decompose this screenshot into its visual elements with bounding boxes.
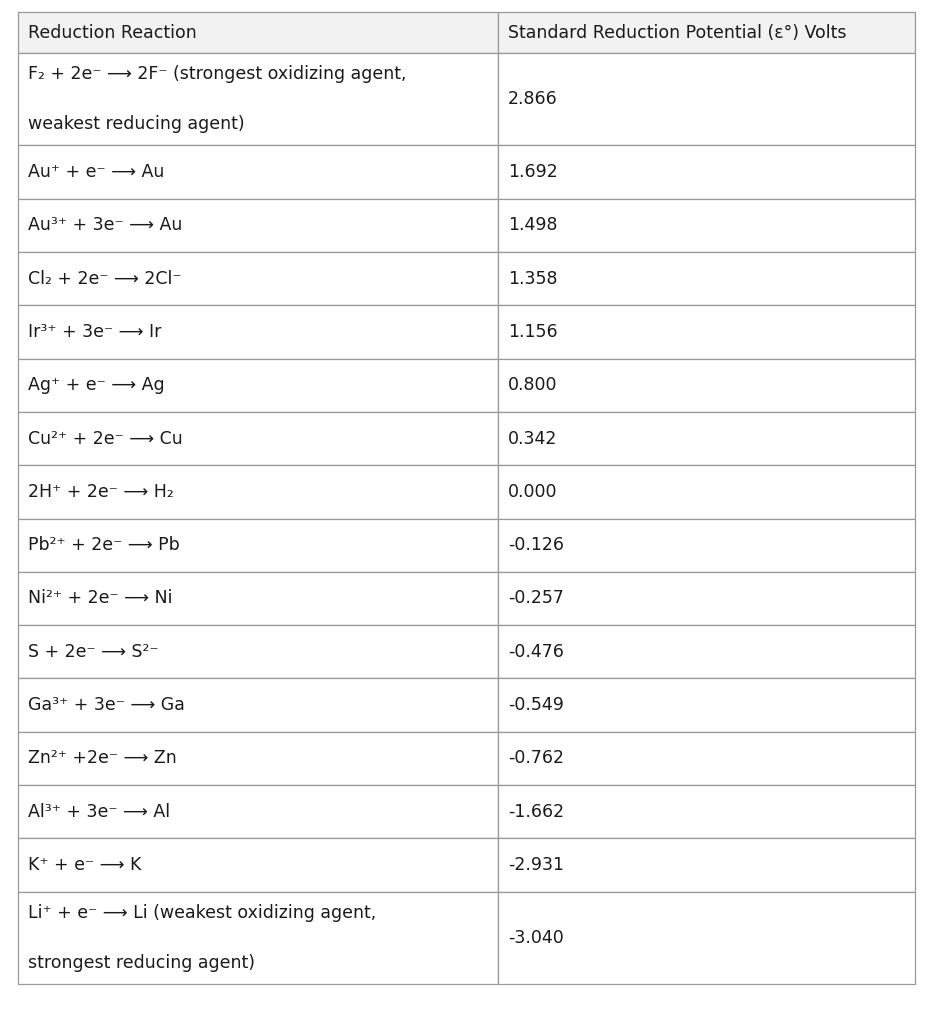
Bar — [18, 252, 498, 305]
Text: Ag⁺ + e⁻ ⟶ Ag: Ag⁺ + e⁻ ⟶ Ag — [28, 376, 164, 394]
Bar — [18, 412, 498, 465]
Text: F₂ + 2e⁻ ⟶ 2F⁻ (strongest oxidizing agent,: F₂ + 2e⁻ ⟶ 2F⁻ (strongest oxidizing agen… — [28, 66, 407, 83]
Text: -0.762: -0.762 — [508, 750, 564, 767]
Text: Ir³⁺ + 3e⁻ ⟶ Ir: Ir³⁺ + 3e⁻ ⟶ Ir — [28, 323, 161, 341]
Bar — [498, 571, 915, 625]
Text: Ni²⁺ + 2e⁻ ⟶ Ni: Ni²⁺ + 2e⁻ ⟶ Ni — [28, 590, 173, 607]
Bar — [18, 465, 498, 518]
Bar — [18, 892, 498, 984]
Text: Cu²⁺ + 2e⁻ ⟶ Cu: Cu²⁺ + 2e⁻ ⟶ Cu — [28, 429, 183, 447]
Text: -0.257: -0.257 — [508, 590, 564, 607]
Text: Reduction Reaction: Reduction Reaction — [28, 24, 197, 42]
Bar — [498, 785, 915, 839]
Bar — [498, 625, 915, 679]
Text: weakest reducing agent): weakest reducing agent) — [28, 115, 244, 133]
Text: Al³⁺ + 3e⁻ ⟶ Al: Al³⁺ + 3e⁻ ⟶ Al — [28, 803, 170, 821]
Text: 1.156: 1.156 — [508, 323, 558, 341]
Bar — [498, 839, 915, 892]
Text: Zn²⁺ +2e⁻ ⟶ Zn: Zn²⁺ +2e⁻ ⟶ Zn — [28, 750, 176, 767]
Text: 0.000: 0.000 — [508, 483, 557, 501]
Bar — [498, 465, 915, 518]
Bar — [18, 53, 498, 145]
Text: 2.866: 2.866 — [508, 90, 558, 109]
Text: Li⁺ + e⁻ ⟶ Li (weakest oxidizing agent,: Li⁺ + e⁻ ⟶ Li (weakest oxidizing agent, — [28, 904, 376, 922]
Bar — [18, 839, 498, 892]
Text: K⁺ + e⁻ ⟶ K: K⁺ + e⁻ ⟶ K — [28, 856, 142, 874]
Bar — [18, 571, 498, 625]
Text: -2.931: -2.931 — [508, 856, 564, 874]
Text: 0.342: 0.342 — [508, 429, 557, 447]
Text: -0.549: -0.549 — [508, 696, 564, 714]
Bar — [498, 412, 915, 465]
Text: -0.126: -0.126 — [508, 537, 564, 554]
Text: -1.662: -1.662 — [508, 803, 564, 821]
Bar — [498, 892, 915, 984]
Text: -0.476: -0.476 — [508, 643, 564, 660]
Bar — [498, 518, 915, 571]
Text: Pb²⁺ + 2e⁻ ⟶ Pb: Pb²⁺ + 2e⁻ ⟶ Pb — [28, 537, 180, 554]
Bar — [18, 199, 498, 252]
Text: Ga³⁺ + 3e⁻ ⟶ Ga: Ga³⁺ + 3e⁻ ⟶ Ga — [28, 696, 185, 714]
Bar — [18, 679, 498, 732]
Text: Au³⁺ + 3e⁻ ⟶ Au: Au³⁺ + 3e⁻ ⟶ Au — [28, 216, 182, 234]
Bar — [18, 518, 498, 571]
Text: S + 2e⁻ ⟶ S²⁻: S + 2e⁻ ⟶ S²⁻ — [28, 643, 159, 660]
Bar — [498, 732, 915, 785]
Bar — [498, 679, 915, 732]
Bar — [498, 252, 915, 305]
Text: Au⁺ + e⁻ ⟶ Au: Au⁺ + e⁻ ⟶ Au — [28, 163, 164, 181]
Text: Cl₂ + 2e⁻ ⟶ 2Cl⁻: Cl₂ + 2e⁻ ⟶ 2Cl⁻ — [28, 269, 182, 288]
Bar — [498, 358, 915, 412]
Text: -3.040: -3.040 — [508, 929, 564, 947]
Bar — [498, 12, 915, 53]
Bar — [18, 625, 498, 679]
Bar — [498, 199, 915, 252]
Text: strongest reducing agent): strongest reducing agent) — [28, 953, 255, 972]
Text: Standard Reduction Potential (ε°) Volts: Standard Reduction Potential (ε°) Volts — [508, 24, 846, 42]
Bar — [18, 12, 498, 53]
Text: 2H⁺ + 2e⁻ ⟶ H₂: 2H⁺ + 2e⁻ ⟶ H₂ — [28, 483, 174, 501]
Text: 1.692: 1.692 — [508, 163, 558, 181]
Bar — [498, 305, 915, 358]
Text: 1.358: 1.358 — [508, 269, 557, 288]
Bar — [18, 785, 498, 839]
Text: 0.800: 0.800 — [508, 376, 557, 394]
Bar — [18, 145, 498, 199]
Bar — [498, 53, 915, 145]
Bar — [18, 732, 498, 785]
Bar — [498, 145, 915, 199]
Bar — [18, 358, 498, 412]
Text: 1.498: 1.498 — [508, 216, 557, 234]
Bar — [18, 305, 498, 358]
